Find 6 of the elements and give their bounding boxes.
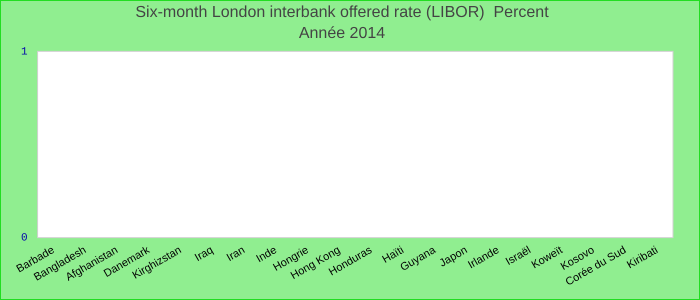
y-tick-label: 1 — [20, 46, 28, 58]
chart-title: Six-month London interbank offered rate (LIBOR) Percent — [135, 4, 550, 22]
chart-subtitle: Année 2014 — [298, 25, 386, 42]
x-tick-label: Iran — [224, 244, 248, 264]
y-tick-label: 0 — [20, 232, 28, 245]
x-tick-label: Iraq — [192, 244, 216, 264]
